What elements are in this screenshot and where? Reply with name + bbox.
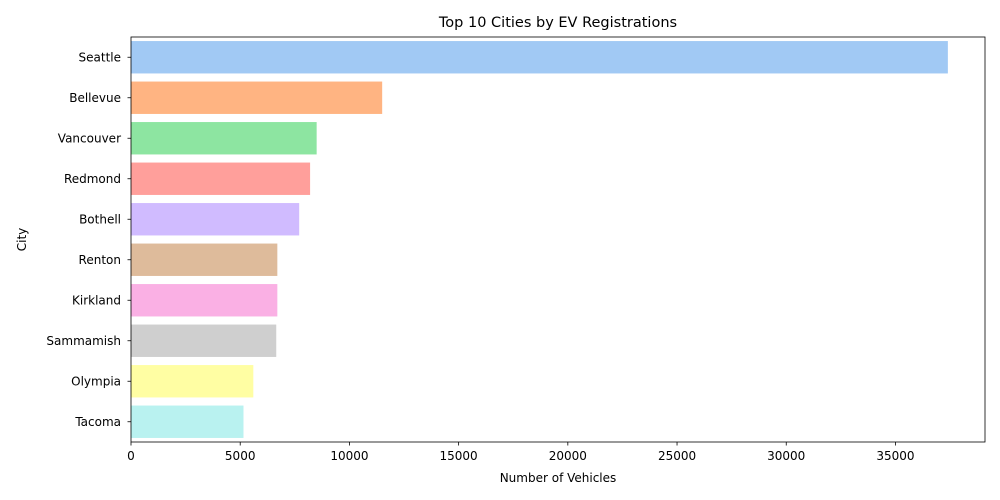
chart-title: Top 10 Cities by EV Registrations [438, 15, 677, 31]
x-tick-label: 15000 [440, 449, 478, 463]
x-tick-label: 20000 [549, 449, 587, 463]
y-tick-label: Vancouver [58, 131, 121, 145]
y-axis: Seattle Bellevue Vancouver Redmond Bothell Re… [46, 50, 131, 429]
y-tick-label: Kirkland [72, 293, 121, 307]
x-tick-label: 0 [127, 449, 135, 463]
y-tick-label: Bothell [79, 212, 121, 226]
bar-olympia [131, 365, 254, 398]
x-axis: 0 5000 10000 15000 20000 25000 30000 35000 [127, 442, 915, 463]
bar-bothell [131, 203, 300, 236]
bar-seattle [131, 41, 948, 74]
bar-tacoma [131, 405, 244, 438]
x-tick-label: 5000 [225, 449, 256, 463]
bars-group [131, 41, 948, 438]
bar-bellevue [131, 81, 383, 114]
bar-kirkland [131, 284, 278, 317]
x-axis-label: Number of Vehicles [500, 471, 617, 485]
y-tick-label: Seattle [79, 50, 121, 64]
y-tick-label: Bellevue [69, 91, 121, 105]
y-axis-label: City [15, 228, 29, 252]
bar-renton [131, 243, 278, 276]
x-tick-label: 10000 [330, 449, 368, 463]
plot-frame [130, 36, 986, 443]
y-tick-label: Tacoma [74, 415, 121, 429]
y-tick-label: Olympia [71, 374, 121, 388]
bar-vancouver [131, 122, 317, 155]
bar-redmond [131, 162, 311, 195]
y-tick-label: Sammamish [46, 334, 121, 348]
bar-sammamish [131, 324, 277, 357]
x-tick-label: 30000 [767, 449, 805, 463]
x-tick-label: 25000 [658, 449, 696, 463]
y-tick-label: Renton [79, 253, 121, 267]
y-tick-label: Redmond [64, 172, 121, 186]
x-tick-label: 35000 [876, 449, 914, 463]
